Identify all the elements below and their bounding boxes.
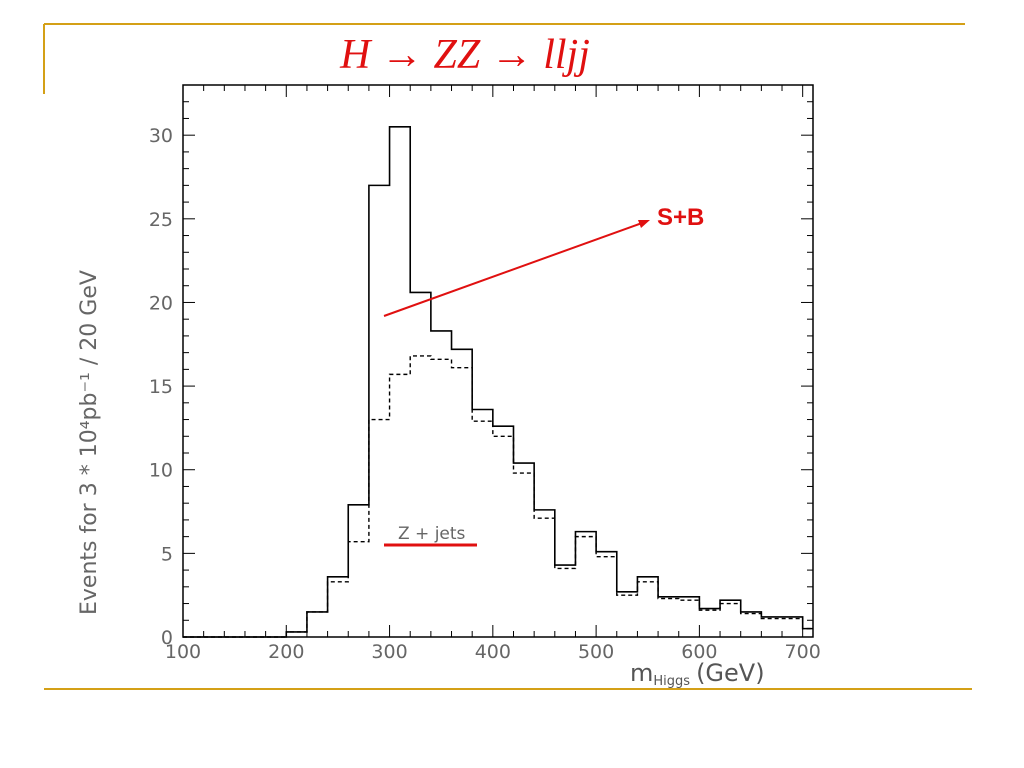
title-zz: ZZ bbox=[433, 32, 481, 78]
x-tick-label: 100 bbox=[165, 641, 201, 663]
ticks-layer: 100 200 300 400 500 600 700 0 5 10 15 20 25 30 bbox=[149, 84, 821, 663]
y-tick-label: 0 bbox=[161, 627, 173, 649]
y-tick-label: 30 bbox=[149, 125, 173, 147]
x-axis-label: mHiggs (GeV) bbox=[630, 659, 765, 689]
x-tick-label: 200 bbox=[268, 641, 304, 663]
y-tick-label: 25 bbox=[149, 209, 173, 231]
title-arrow-2: → bbox=[490, 32, 533, 78]
title-lljj: lljj bbox=[543, 32, 590, 78]
sb-arrow-line bbox=[383, 222, 643, 317]
sb-arrow-head bbox=[638, 220, 650, 228]
x-tick-label: 400 bbox=[475, 641, 511, 663]
y-tick-label: 15 bbox=[149, 376, 173, 398]
series-sb-histogram bbox=[183, 126, 813, 638]
y-tick-label: 5 bbox=[161, 543, 173, 565]
x-axis-label-main: m bbox=[630, 659, 653, 687]
series-layer bbox=[183, 126, 813, 638]
y-tick-label: 10 bbox=[149, 460, 173, 482]
x-tick-label: 600 bbox=[681, 641, 717, 663]
title-h: H bbox=[340, 32, 371, 78]
title-arrow-1: → bbox=[380, 32, 423, 78]
slide-title: H → ZZ → lljj bbox=[300, 30, 630, 80]
plot-frame bbox=[182, 84, 814, 638]
x-tick-label: 700 bbox=[785, 641, 821, 663]
x-tick-label: 300 bbox=[371, 641, 407, 663]
x-axis-label-unit: (GeV) bbox=[696, 659, 765, 687]
zjets-label: Z + jets bbox=[398, 524, 466, 544]
y-tick-label: 20 bbox=[149, 292, 173, 314]
sb-label: S+B bbox=[657, 204, 704, 231]
y-axis-label: Events for 3 * 10⁴pb⁻¹ / 20 GeV bbox=[77, 270, 102, 615]
series-zjets-histogram bbox=[183, 355, 813, 638]
x-axis-label-sub: Higgs bbox=[653, 674, 690, 689]
x-tick-label: 500 bbox=[578, 641, 614, 663]
